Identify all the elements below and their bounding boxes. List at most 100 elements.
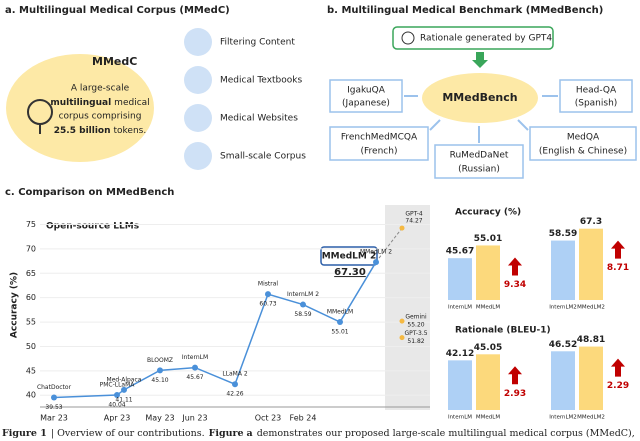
point-label: BLOOMZ <box>147 357 173 364</box>
value-label: 58.59 <box>294 311 311 318</box>
caption: | Overview of our contributions. <box>51 428 205 439</box>
bar <box>448 258 472 300</box>
trend-link <box>375 227 403 263</box>
dataset-lang: (Spanish) <box>575 99 618 109</box>
point <box>192 364 198 371</box>
annotation: Open-source LLMs <box>46 222 139 232</box>
value-label: 45.05 <box>474 343 502 353</box>
point-label: PMC-LLaMA <box>100 382 136 389</box>
panel-title: a. Multilingual Medical Corpus (MMedC) <box>5 5 230 16</box>
point <box>121 386 127 393</box>
value-label: 58.59 <box>549 229 577 239</box>
improvement-label: 8.71 <box>607 263 629 273</box>
value-label: 39.53 <box>45 404 62 411</box>
bench-name: MMedBench <box>442 91 517 104</box>
point-label: GPT-3.5 <box>404 330 427 337</box>
value-label: 42.12 <box>446 349 474 359</box>
x-tick-label: Feb 24 <box>290 414 317 423</box>
arrow <box>517 119 529 131</box>
bar-chart-title: Rationale (BLEU-1) <box>455 326 551 336</box>
panel-title: c. Comparison on MMedBench <box>5 187 174 198</box>
corpus-text: A large-scale <box>71 84 130 94</box>
x-tick-label: InternLM <box>448 415 472 421</box>
point-label: Mistral <box>258 281 278 288</box>
caption: Figure 1 <box>2 428 47 439</box>
icon <box>184 66 212 94</box>
x-tick-label: MMedLM <box>476 305 500 311</box>
point <box>232 381 238 388</box>
x-tick-label: MMedLM2 <box>577 415 605 421</box>
bar <box>448 360 472 410</box>
y-tick-label: 55 <box>26 318 36 327</box>
x-tick-label: Apr 23 <box>104 414 131 423</box>
dataset-name: Head-QA <box>576 86 617 96</box>
value-label: 46.52 <box>549 340 577 350</box>
bench-ellipse <box>422 73 538 123</box>
rationale-box <box>392 26 554 50</box>
caption: a <box>247 428 253 439</box>
y-tick-label: 75 <box>26 220 36 229</box>
x-tick-label: InternLM2 <box>549 415 577 421</box>
y-tick-label: 65 <box>26 269 36 278</box>
x-tick-label: Mar 23 <box>40 414 68 423</box>
point <box>399 225 405 231</box>
caption: Figure <box>209 428 244 439</box>
source-icons <box>184 28 212 170</box>
corpus-text: 25.5 billion tokens. <box>54 126 146 136</box>
dataset-node <box>329 126 429 161</box>
source-label: Filtering Content <box>220 38 295 48</box>
corpus-text: corpus comprising <box>59 112 142 122</box>
point <box>399 318 405 324</box>
up-arrow <box>611 358 625 377</box>
dataset-lang: (French) <box>361 147 398 157</box>
y-axis-label: Accuracy (%) <box>10 272 20 338</box>
dataset-name: RuMedDaNet <box>450 151 509 161</box>
corpus-ellipse <box>6 54 154 162</box>
bar <box>551 240 575 300</box>
dataset-name: IgakuQA <box>347 86 386 96</box>
caption: demonstrates our proposed large-scale mu… <box>257 428 635 439</box>
point <box>51 394 57 401</box>
point-label: Med-Alpaca <box>107 376 142 383</box>
value-label: 55.01 <box>474 234 502 244</box>
improvement-label: 2.93 <box>504 389 526 399</box>
up-arrow <box>508 366 522 385</box>
up-arrow <box>508 257 522 276</box>
rationale-label: Rationale generated by GPT4 <box>420 34 552 44</box>
point-label: MMedLM <box>327 309 353 316</box>
corpus-text: multilingual medical <box>50 98 149 108</box>
value-label: 42.26 <box>226 391 243 398</box>
value-label: 45.67 <box>446 247 474 257</box>
value-label: 60.73 <box>259 301 276 308</box>
point <box>373 259 379 266</box>
y-tick-label: 60 <box>26 293 36 302</box>
point-label: InternLM <box>182 354 208 361</box>
dataset-node <box>329 79 403 113</box>
arrow <box>472 52 488 68</box>
point <box>337 319 343 326</box>
y-tick-label: 40 <box>26 391 36 400</box>
bar <box>579 228 603 300</box>
x-tick-label: Oct 23 <box>255 414 282 423</box>
point-label: Gemini <box>405 314 427 321</box>
dataset-name: MedQA <box>567 133 600 143</box>
bar <box>476 354 500 410</box>
icon <box>184 104 212 132</box>
point-label: ChatDoctor <box>37 384 72 391</box>
line <box>53 261 377 399</box>
dataset-lang: (Japanese) <box>342 99 390 109</box>
up-arrow <box>611 240 625 259</box>
improvement-label: 2.29 <box>607 381 629 391</box>
corpus-text: tokens. <box>114 126 147 136</box>
callout: MMedLM 2 <box>322 252 377 262</box>
value-label: 55.01 <box>331 329 348 336</box>
corpus-text: multilingual <box>50 98 111 108</box>
value-label: 67.30 <box>334 267 366 278</box>
value-label: 51.82 <box>407 338 424 345</box>
closed-source-region <box>385 205 430 410</box>
caption: Figure 1 | Overview of our contributions.… <box>2 428 635 439</box>
corpus-name: MMedC <box>92 55 137 68</box>
dataset-lang: (Russian) <box>458 165 500 175</box>
